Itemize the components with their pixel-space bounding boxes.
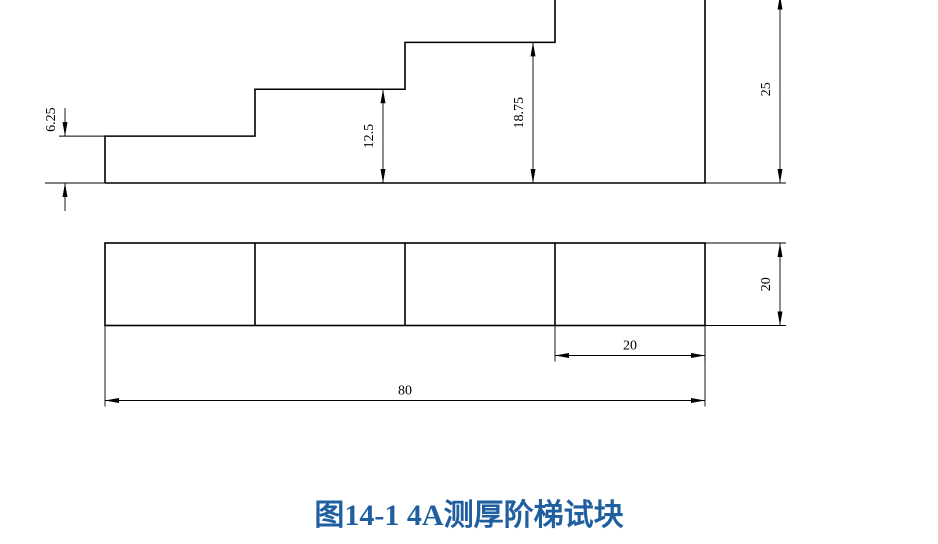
svg-text:12.5: 12.5 xyxy=(362,124,377,149)
svg-text:18.75: 18.75 xyxy=(512,97,527,129)
svg-text:80: 80 xyxy=(398,384,412,399)
svg-text:20: 20 xyxy=(623,339,637,354)
staircase-outline xyxy=(105,0,705,183)
svg-text:25: 25 xyxy=(759,82,774,96)
figure-caption: 图14-1 4A测厚阶梯试块 xyxy=(0,490,938,534)
svg-text:6.25: 6.25 xyxy=(44,107,59,132)
svg-text:20: 20 xyxy=(759,277,774,291)
